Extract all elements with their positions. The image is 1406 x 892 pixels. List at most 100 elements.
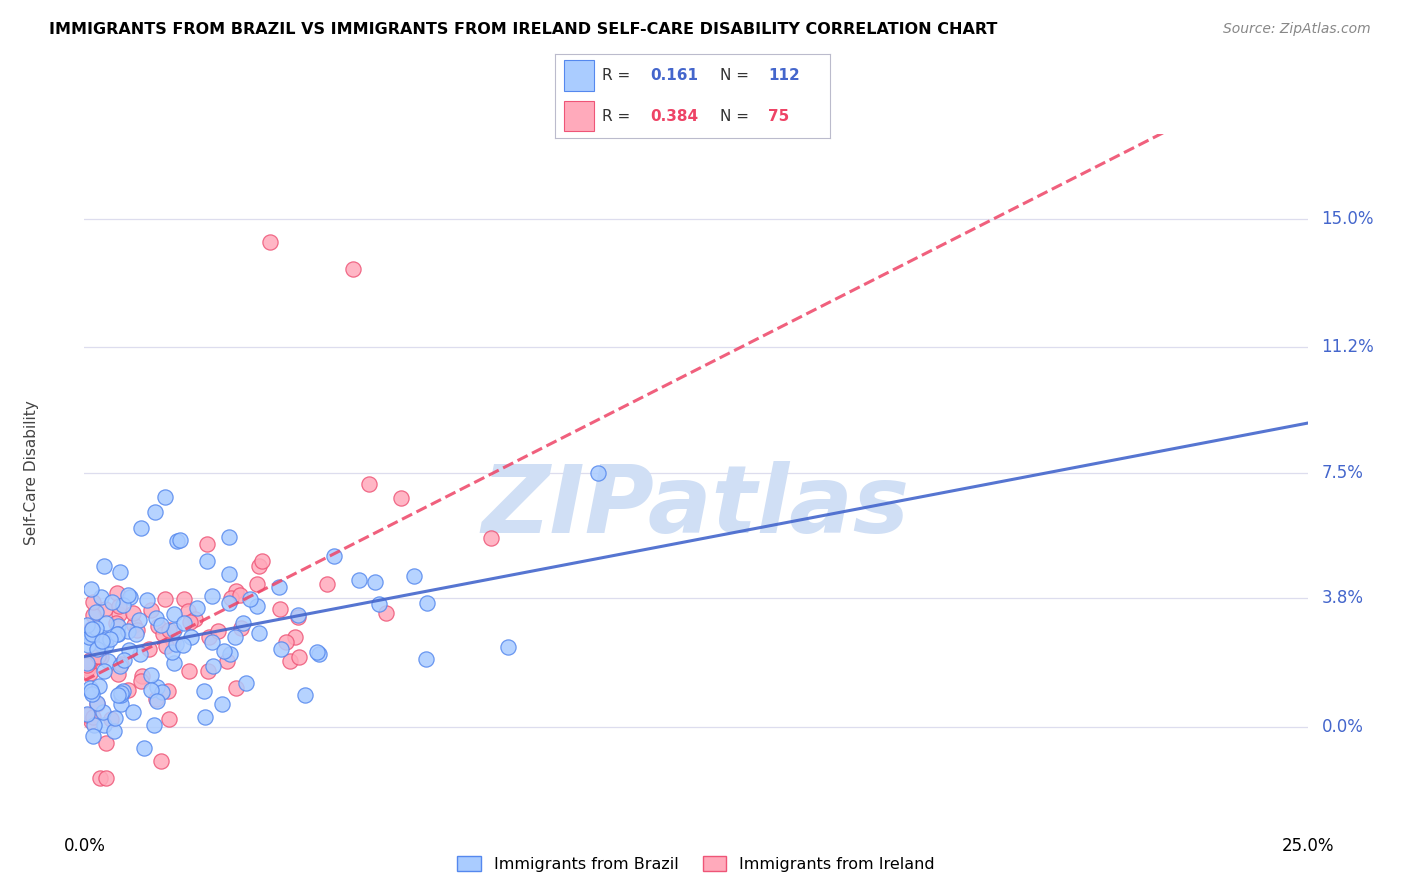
Point [155,639,177,653]
FancyBboxPatch shape [564,61,593,91]
Point [186,601,208,615]
Point [375,606,398,620]
Point [86,642,108,657]
Point [239,592,262,607]
Point [415,651,437,665]
Point [153,490,176,504]
Point [128,613,150,627]
Point [416,596,439,610]
Point [322,549,344,563]
Point [162,634,184,648]
Point [246,576,269,591]
Point [217,654,239,668]
Point [180,630,202,644]
Point [107,688,129,702]
Point [93,558,115,573]
Point [107,619,129,633]
Point [294,688,316,702]
Point [150,685,173,699]
Point [76,628,98,642]
Point [139,683,162,698]
Point [201,589,224,603]
Point [108,566,131,580]
Text: ZIPatlas: ZIPatlas [482,460,910,553]
Point [157,683,180,698]
Point [87,648,110,663]
Point [278,654,301,668]
Point [94,632,117,646]
Point [404,568,426,582]
Point [307,644,329,658]
Point [117,624,139,638]
Point [107,607,129,621]
Point [479,532,502,546]
Point [117,588,139,602]
Point [82,623,104,637]
Point [149,617,172,632]
Point [89,771,111,785]
Point [179,615,201,629]
Point [235,676,257,690]
Point [197,631,219,645]
Point [194,710,217,724]
Point [94,602,117,616]
Point [368,597,391,611]
Point [110,688,132,702]
Point [162,623,184,637]
Text: 0.384: 0.384 [650,109,699,124]
Point [79,665,101,680]
Point [132,740,155,755]
Point [90,637,112,651]
Text: IMMIGRANTS FROM BRAZIL VS IMMIGRANTS FROM IRELAND SELF-CARE DISABILITY CORRELATI: IMMIGRANTS FROM BRAZIL VS IMMIGRANTS FRO… [49,22,998,37]
Point [80,627,103,641]
Point [172,638,194,652]
Text: R =: R = [602,109,630,124]
Point [270,641,292,656]
Point [287,607,309,622]
Point [79,653,101,667]
Point [224,630,246,644]
Point [197,537,219,551]
Point [284,630,307,644]
Text: 0.161: 0.161 [650,68,697,83]
Point [225,584,247,599]
Point [247,626,270,640]
Point [153,592,176,607]
Text: Source: ZipAtlas.com: Source: ZipAtlas.com [1223,22,1371,37]
Point [184,612,207,626]
Point [125,627,148,641]
Point [86,696,108,710]
Text: 3.8%: 3.8% [1322,590,1364,607]
Text: 0.0%: 0.0% [1322,718,1364,736]
Point [145,692,167,706]
Point [201,635,224,649]
Point [219,591,242,606]
Point [103,723,125,738]
Point [93,717,115,731]
Point [117,683,139,698]
Point [98,632,121,646]
Point [110,685,132,699]
Point [252,554,274,568]
Point [197,664,219,678]
Point [77,660,100,674]
Point [173,615,195,630]
Point [79,681,101,695]
Point [80,714,103,728]
Point [169,533,191,547]
Point [76,658,98,673]
Point [120,591,142,605]
Point [160,645,183,659]
Point [218,567,240,582]
Text: N =: N = [720,109,749,124]
Point [111,683,134,698]
Point [166,533,188,548]
Point [202,659,225,673]
Point [110,657,132,672]
Point [93,665,115,679]
Point [173,592,195,607]
Point [141,667,163,681]
Point [315,576,337,591]
Point [259,235,281,250]
Point [127,623,149,637]
